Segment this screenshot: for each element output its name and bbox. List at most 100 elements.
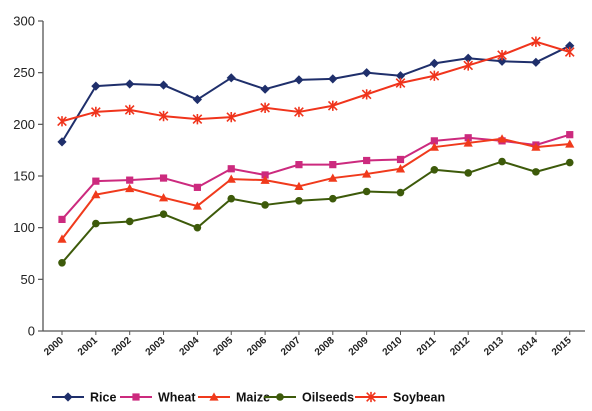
data-point-wheat bbox=[464, 134, 472, 142]
data-point-soybean bbox=[294, 106, 304, 118]
x-tick-label: 2002 bbox=[110, 335, 134, 358]
data-point-rice bbox=[260, 84, 270, 94]
data-point-oilseeds bbox=[92, 219, 100, 228]
x-tick-label: 2000 bbox=[42, 335, 66, 358]
data-point-soybean bbox=[463, 60, 474, 71]
x-tick-label: 2011 bbox=[415, 335, 439, 358]
data-point-oilseeds bbox=[125, 217, 134, 226]
data-point-oilseeds bbox=[329, 194, 337, 203]
data-point-rice bbox=[565, 41, 575, 51]
y-tick-label: 200 bbox=[13, 117, 35, 132]
series-line-soybean bbox=[61, 40, 571, 123]
data-point-maize bbox=[57, 234, 67, 243]
data-point-maize bbox=[226, 174, 236, 183]
data-point-soybean bbox=[57, 116, 67, 127]
data-point-maize bbox=[531, 142, 541, 151]
y-tick-label: 100 bbox=[13, 220, 35, 235]
x-tick-label: 2009 bbox=[347, 335, 371, 358]
x-tick-label: 2008 bbox=[313, 335, 337, 358]
legend-marker-oilseeds bbox=[276, 393, 284, 401]
data-point-oilseeds bbox=[396, 188, 405, 197]
data-point-maize bbox=[91, 190, 101, 199]
legend-label-oilseeds: Oilseeds bbox=[302, 391, 354, 405]
data-point-maize bbox=[125, 183, 135, 193]
series-maize bbox=[57, 134, 575, 243]
axes bbox=[42, 21, 585, 332]
data-point-soybean bbox=[531, 36, 541, 47]
y-tick-label: 250 bbox=[13, 65, 35, 80]
legend-marker-soybean bbox=[366, 391, 376, 403]
data-point-wheat bbox=[261, 171, 269, 179]
series-wheat bbox=[58, 131, 574, 223]
data-point-soybean bbox=[192, 114, 203, 125]
data-point-maize bbox=[260, 175, 270, 184]
data-point-wheat bbox=[363, 156, 371, 165]
data-point-soybean bbox=[361, 89, 372, 100]
series-oilseeds bbox=[58, 157, 574, 267]
data-point-maize bbox=[192, 201, 202, 210]
data-point-soybean bbox=[158, 110, 169, 122]
legend-label-soybean: Soybean bbox=[393, 391, 445, 405]
data-point-rice bbox=[226, 73, 236, 83]
y-tick-label: 50 bbox=[21, 272, 35, 287]
x-tick-label: 2005 bbox=[211, 335, 235, 358]
data-point-wheat bbox=[58, 215, 66, 223]
data-point-soybean bbox=[124, 104, 135, 116]
data-point-rice bbox=[125, 79, 135, 89]
data-point-soybean bbox=[429, 70, 440, 81]
data-point-maize bbox=[463, 138, 473, 147]
x-axis-ticks: 2000 2001 2002 2003 2004 2005 2006 2007 2008 2009… bbox=[42, 331, 574, 358]
data-point-rice bbox=[192, 94, 202, 105]
legend: Rice Wheat Maize Oilseeds Soybean bbox=[52, 391, 445, 405]
data-point-wheat bbox=[92, 177, 100, 185]
data-point-wheat bbox=[566, 131, 574, 139]
legend-label-wheat: Wheat bbox=[158, 391, 196, 405]
data-point-oilseeds bbox=[565, 158, 574, 167]
data-point-soybean bbox=[260, 102, 270, 113]
data-point-oilseeds bbox=[295, 197, 303, 205]
data-point-maize bbox=[294, 181, 304, 191]
data-point-wheat bbox=[159, 174, 168, 182]
legend-label-rice: Rice bbox=[90, 391, 116, 405]
data-point-rice bbox=[531, 57, 541, 67]
data-point-oilseeds bbox=[532, 168, 540, 176]
data-point-rice bbox=[429, 58, 439, 68]
x-tick-label: 2007 bbox=[279, 335, 303, 358]
series-line-wheat bbox=[61, 133, 571, 221]
data-point-oilseeds bbox=[193, 223, 202, 232]
data-point-rice bbox=[362, 68, 372, 78]
x-tick-label: 2006 bbox=[245, 335, 269, 358]
data-point-soybean bbox=[90, 106, 101, 118]
x-tick-label: 2013 bbox=[482, 335, 506, 358]
data-point-oilseeds bbox=[227, 194, 236, 203]
data-point-rice bbox=[497, 56, 507, 66]
series-soybean bbox=[57, 36, 575, 127]
data-point-maize bbox=[497, 134, 507, 143]
series-line-rice bbox=[61, 44, 571, 143]
data-point-soybean bbox=[327, 100, 338, 111]
data-point-wheat bbox=[126, 176, 134, 184]
x-tick-label: 2004 bbox=[178, 335, 202, 358]
x-tick-label: 2015 bbox=[550, 335, 574, 358]
data-point-soybean bbox=[395, 77, 406, 89]
y-tick-label: 0 bbox=[28, 324, 35, 339]
x-tick-label: 2001 bbox=[76, 335, 100, 358]
legend-marker-wheat bbox=[132, 393, 140, 401]
series-line-oilseeds bbox=[61, 160, 571, 264]
data-point-rice bbox=[395, 71, 406, 81]
data-point-rice bbox=[158, 80, 169, 90]
legend-item-wheat: Wheat bbox=[120, 391, 196, 405]
x-tick-label: 2010 bbox=[381, 335, 405, 358]
data-point-rice bbox=[294, 75, 304, 85]
data-point-oilseeds bbox=[261, 201, 269, 209]
y-axis-ticks: 0 50 100 150 200 250 300 bbox=[13, 14, 43, 339]
data-point-soybean bbox=[564, 46, 575, 58]
data-point-oilseeds bbox=[430, 166, 439, 174]
data-point-wheat bbox=[430, 137, 438, 145]
data-point-oilseeds bbox=[159, 210, 168, 219]
y-tick-label: 300 bbox=[13, 14, 35, 29]
data-point-maize bbox=[429, 142, 439, 151]
y-tick-label: 150 bbox=[13, 169, 35, 184]
data-point-maize bbox=[395, 164, 406, 173]
